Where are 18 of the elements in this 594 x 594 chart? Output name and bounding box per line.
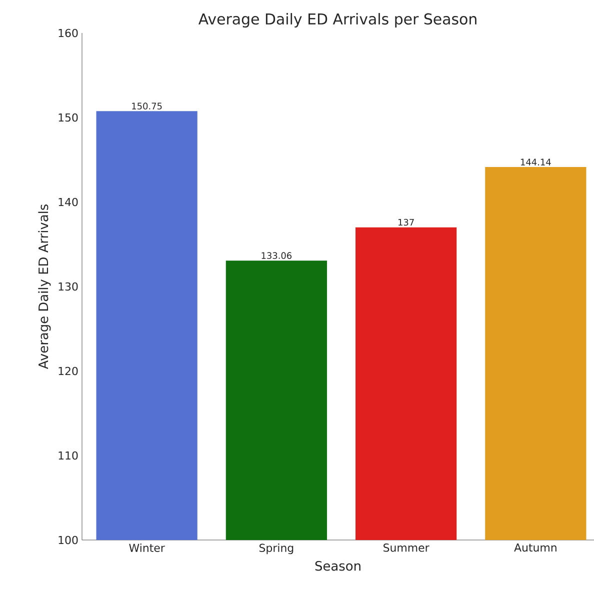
y-tick-label: 140 [58, 198, 78, 206]
x-tick-label: Autumn [514, 544, 556, 552]
data-label: 144.14 [520, 158, 551, 166]
y-tick-label: 160 [58, 28, 78, 38]
y-tick-label: 110 [58, 451, 78, 460]
data-label: 150.75 [132, 102, 162, 110]
y-tick-label: 100 [58, 536, 78, 544]
x-axis-title: Season [315, 560, 360, 571]
x-tick-label: Summer [384, 544, 430, 552]
y-tick-label: 130 [58, 282, 78, 291]
chart-title: Average Daily ED Arrivals per Season [198, 13, 476, 28]
data-label: 137 [398, 218, 414, 226]
y-tick-label: 150 [58, 113, 78, 122]
x-tick-label: Spring [259, 544, 294, 554]
y-tick-label: 120 [58, 366, 78, 376]
x-tick-label: Winter [129, 544, 165, 552]
y-axis-title: Average Daily ED Arrivals [38, 204, 51, 370]
data-label: 133.06 [262, 252, 292, 259]
